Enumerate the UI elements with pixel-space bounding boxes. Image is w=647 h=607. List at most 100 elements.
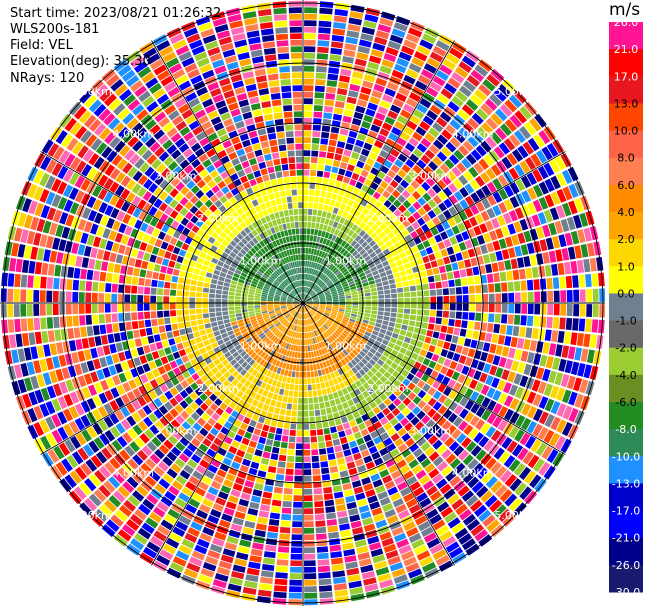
range-gate [349, 207, 357, 215]
range-gate [305, 254, 308, 261]
range-gate [209, 402, 219, 412]
range-gate [429, 543, 444, 555]
range-gate [357, 204, 365, 213]
range-gate [358, 154, 368, 163]
range-gate [172, 351, 181, 360]
range-gate [347, 345, 354, 352]
range-gate [436, 310, 443, 318]
range-gate [239, 539, 252, 548]
range-gate [269, 350, 275, 357]
range-gate [586, 289, 593, 302]
range-gate [334, 497, 345, 506]
range-gate [338, 168, 346, 176]
range-gate [276, 331, 282, 338]
range-gate [215, 303, 222, 308]
range-gate [475, 303, 482, 312]
range-gate [328, 273, 335, 279]
range-gate [576, 259, 585, 273]
range-gate [320, 244, 325, 251]
range-gate [486, 519, 500, 533]
range-gate [306, 228, 311, 235]
range-gate [397, 303, 404, 308]
range-gate [422, 316, 429, 323]
range-gate [332, 438, 341, 446]
range-gate [277, 394, 283, 402]
range-gate [425, 177, 436, 187]
range-gate [343, 379, 350, 387]
range-gate [441, 318, 449, 326]
range-gate [316, 343, 321, 350]
range-gate [358, 190, 366, 198]
range-gate [252, 377, 259, 385]
range-gate [393, 357, 402, 365]
range-gate [377, 252, 385, 259]
range-gate [272, 393, 279, 401]
range-gate [312, 306, 319, 310]
range-gate [195, 580, 211, 591]
range-gate [310, 157, 318, 164]
range-gate [176, 342, 184, 351]
range-gate [242, 586, 257, 595]
range-gate [345, 143, 354, 151]
range-gate [264, 338, 270, 344]
range-gate [338, 310, 345, 314]
range-gate [449, 236, 458, 246]
range-gate [404, 234, 413, 243]
range-gate [371, 383, 379, 392]
range-gate [462, 122, 475, 135]
range-gate [376, 441, 386, 451]
range-gate [564, 360, 573, 374]
range-gate [303, 234, 307, 241]
range-gate [260, 298, 267, 301]
range-gate [312, 298, 319, 301]
range-gate [345, 298, 352, 301]
range-gate [507, 371, 516, 383]
range-gate [327, 255, 333, 262]
range-gate [326, 280, 332, 286]
range-gate [276, 367, 282, 374]
range-gate [295, 305, 301, 310]
range-gate [436, 93, 450, 105]
range-gate [369, 347, 377, 355]
range-gate [278, 347, 283, 354]
range-gate [383, 316, 390, 321]
range-gate [153, 334, 161, 342]
range-gate [455, 345, 463, 354]
range-gate [481, 185, 492, 197]
range-gate [175, 441, 186, 452]
range-gate [247, 349, 255, 356]
range-gate [449, 311, 456, 319]
range-gate [343, 270, 350, 276]
range-gate [147, 262, 155, 271]
range-gate [312, 307, 318, 311]
range-gate [470, 204, 480, 215]
range-gate [401, 189, 411, 199]
range-gate [317, 164, 325, 171]
range-gate [565, 275, 573, 289]
range-gate [448, 154, 460, 165]
range-gate [242, 526, 254, 535]
range-gate [202, 298, 209, 303]
range-gate [461, 157, 472, 169]
range-gate [370, 314, 377, 319]
range-gate [331, 34, 345, 43]
range-gate [501, 249, 510, 260]
range-gate [583, 258, 591, 273]
range-gate [202, 526, 215, 537]
range-gate [445, 53, 460, 65]
range-gate [364, 419, 373, 428]
range-gate [328, 531, 340, 539]
range-gate [366, 327, 373, 334]
range-gate [367, 410, 376, 419]
range-gate [360, 325, 367, 331]
range-gate [333, 251, 340, 258]
range-gate [489, 230, 498, 241]
range-gate [303, 208, 308, 215]
range-gate [339, 203, 347, 211]
range-gate [367, 219, 375, 228]
range-gate [318, 157, 326, 165]
range-gate [413, 486, 425, 497]
range-gate [518, 125, 532, 140]
range-gate [473, 432, 484, 444]
range-gate [501, 293, 508, 303]
